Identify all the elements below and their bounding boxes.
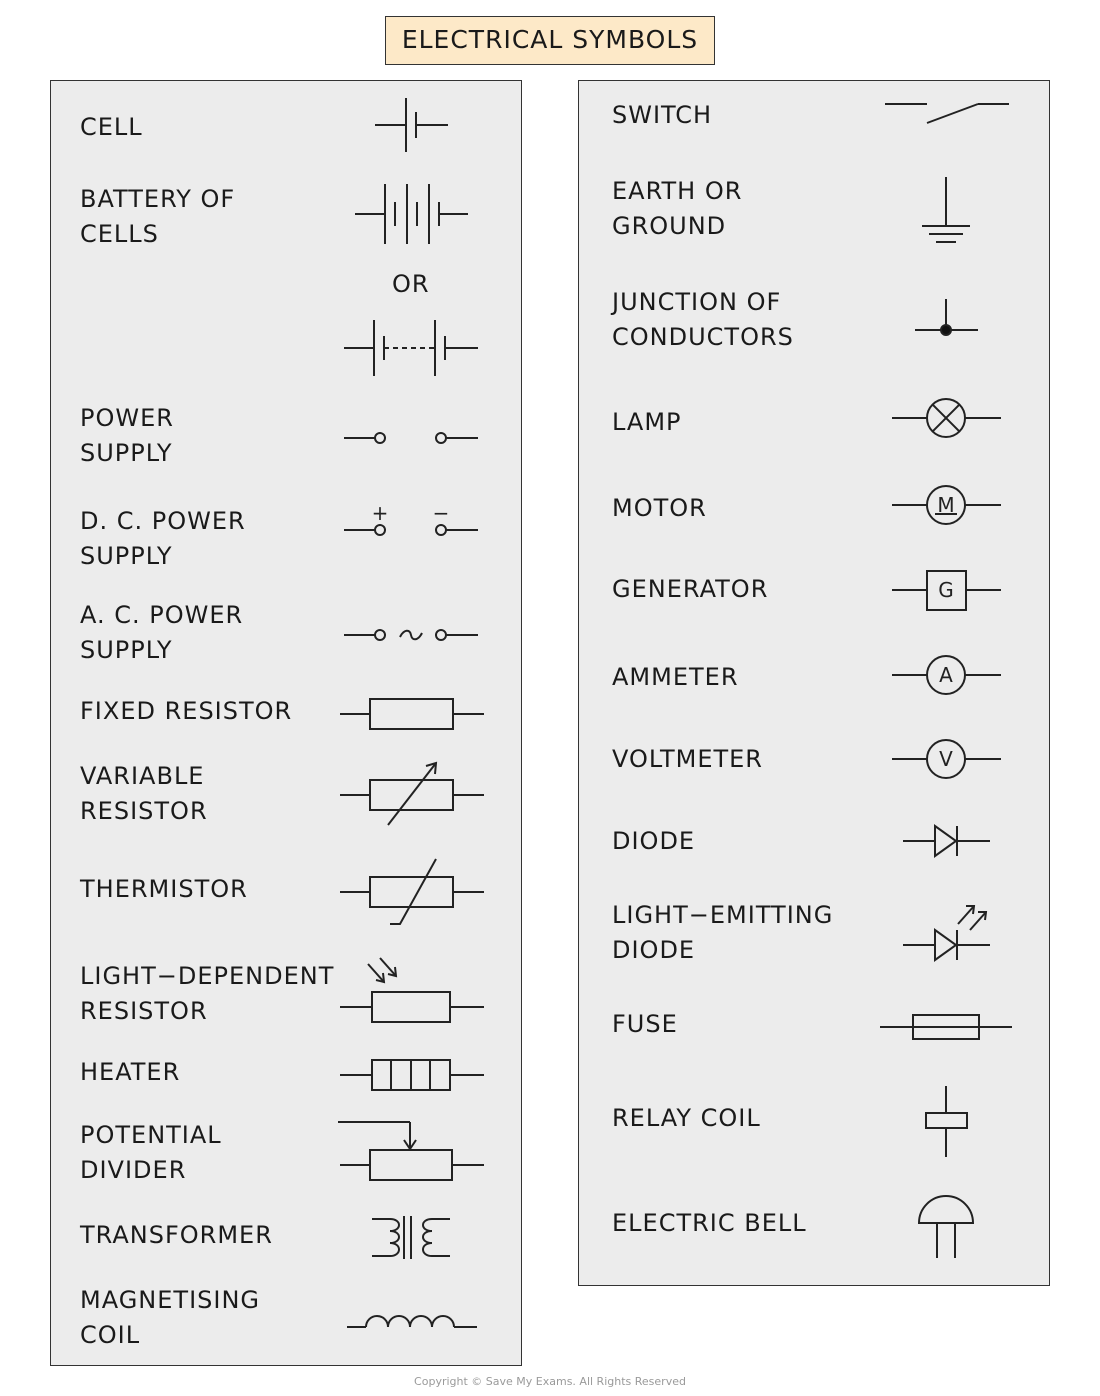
heater-symbol <box>340 1059 484 1091</box>
motor-letter: M <box>937 493 954 517</box>
lamp-symbol <box>892 398 1001 438</box>
label-earth: EARTH OR GROUND <box>612 177 743 240</box>
transformer-symbol <box>372 1216 450 1259</box>
junction-symbol <box>915 299 978 336</box>
minus-sign: − <box>433 501 450 525</box>
electric-bell-symbol <box>917 1195 975 1258</box>
label-ac-power-supply: A. C. POWER SUPPLY <box>80 601 244 664</box>
plus-sign: + <box>372 501 389 525</box>
label-generator: GENERATOR <box>612 575 769 603</box>
ac-power-supply-symbol <box>344 629 478 641</box>
label-relay-coil: RELAY COIL <box>612 1104 761 1132</box>
label-fuse: FUSE <box>612 1010 678 1038</box>
label-junction: JUNCTION OF CONDUCTORS <box>612 288 794 351</box>
label-diode: DIODE <box>612 827 696 855</box>
label-dc-power-supply: D. C. POWER SUPPLY <box>80 507 246 570</box>
label-variable-resistor: VARIABLE RESISTOR <box>80 762 208 825</box>
label-transformer: TRANSFORMER <box>80 1221 273 1249</box>
label-lamp: LAMP <box>612 408 682 436</box>
battery-alt-symbol <box>344 320 478 376</box>
left-symbol-panel <box>50 80 522 1366</box>
label-ldr: LIGHT−DEPENDENT RESISTOR <box>80 962 335 1025</box>
diode-symbol <box>903 824 990 858</box>
label-power-supply: POWER SUPPLY <box>80 404 174 467</box>
led-symbol <box>903 905 990 962</box>
label-cell: CELL <box>80 113 143 141</box>
relay-coil-symbol <box>925 1086 968 1157</box>
right-symbol-panel <box>578 80 1050 1286</box>
label-potential-divider: POTENTIAL DIVIDER <box>80 1121 222 1184</box>
voltmeter-letter: V <box>939 747 953 771</box>
label-magnetising-coil: MAGNETISING COIL <box>80 1286 261 1349</box>
label-heater: HEATER <box>80 1058 181 1086</box>
power-supply-symbol <box>344 432 478 444</box>
label-voltmeter: VOLTMETER <box>612 745 763 773</box>
generator-letter: G <box>938 578 954 602</box>
potential-divider-symbol <box>338 1121 484 1181</box>
diagram-title: ELECTRICAL SYMBOLS <box>385 16 715 65</box>
label-motor: MOTOR <box>612 494 707 522</box>
copyright-text: Copyright © Save My Exams. All Rights Re… <box>414 1375 686 1388</box>
dc-power-supply-symbol: + − <box>344 501 478 536</box>
ammeter-symbol: A <box>892 655 1001 695</box>
label-ammeter: AMMETER <box>612 663 739 691</box>
switch-symbol <box>885 103 1009 124</box>
label-switch: SWITCH <box>612 101 713 129</box>
label-electric-bell: ELECTRIC BELL <box>612 1209 807 1237</box>
label-fixed-resistor: FIXED RESISTOR <box>80 697 293 725</box>
thermistor-symbol <box>340 858 484 925</box>
battery-symbol <box>355 184 468 244</box>
label-led: LIGHT−EMITTING DIODE <box>612 901 834 964</box>
fixed-resistor-symbol <box>340 698 484 730</box>
label-battery: BATTERY OF CELLS <box>80 185 236 248</box>
variable-resistor-symbol <box>340 761 484 826</box>
cell-symbol <box>375 98 448 152</box>
fuse-symbol <box>880 1014 1012 1040</box>
label-thermistor: THERMISTOR <box>80 875 248 903</box>
ammeter-letter: A <box>939 663 953 687</box>
generator-symbol: G <box>892 570 1001 611</box>
motor-symbol: M <box>892 485 1001 525</box>
label-or: OR <box>392 270 430 298</box>
ldr-symbol <box>340 957 484 1023</box>
earth-symbol <box>922 177 970 243</box>
voltmeter-symbol: V <box>892 739 1001 779</box>
magnetising-coil-symbol <box>347 1315 477 1328</box>
